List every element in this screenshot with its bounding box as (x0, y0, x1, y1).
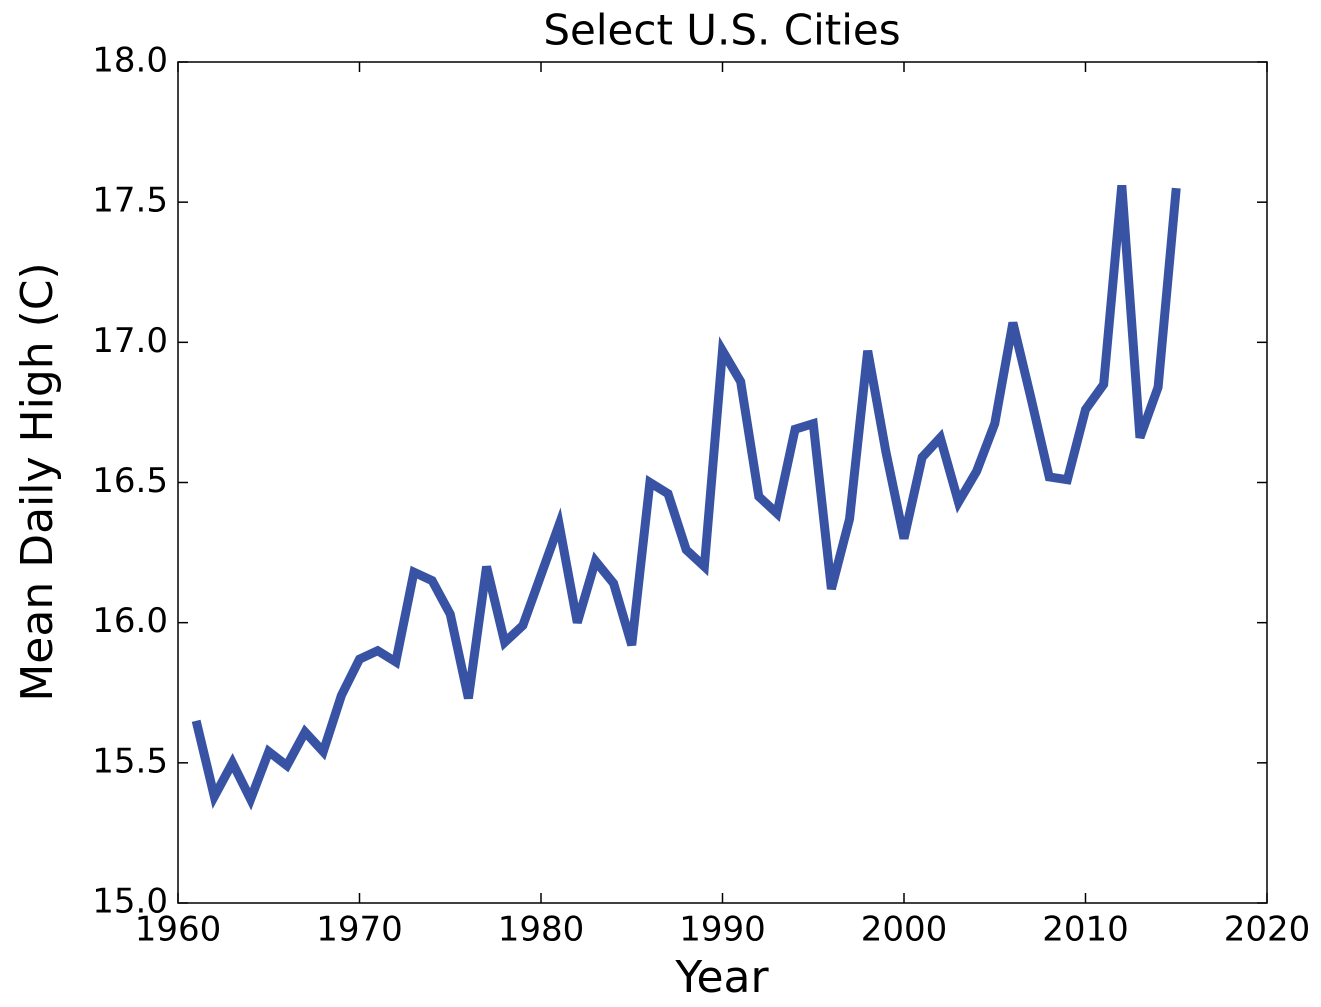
x-tick-label: 1970 (316, 910, 403, 950)
y-tick-label: 18.0 (92, 41, 168, 81)
x-tick-label: 1960 (135, 910, 222, 950)
y-axis-label: Mean Daily High (C) (12, 262, 63, 701)
chart-title: Select U.S. Cities (543, 6, 900, 55)
y-tick-label: 15.0 (92, 882, 168, 922)
y-tick-label: 16.5 (92, 461, 168, 501)
y-tick-label: 17.5 (92, 181, 168, 221)
y-tick-label: 16.0 (92, 601, 168, 641)
x-tick-label: 1990 (679, 910, 766, 950)
y-tick-label: 15.5 (92, 741, 168, 781)
data-line (191, 184, 1181, 811)
x-tick-label: 1980 (498, 910, 585, 950)
x-axis-label: Year (674, 952, 769, 1003)
y-tick-label: 17.0 (92, 321, 168, 361)
x-tick-label: 2020 (1224, 910, 1311, 950)
x-tick-label: 2010 (1042, 910, 1129, 950)
plot-frame (177, 61, 1268, 904)
x-tick-label: 2000 (861, 910, 948, 950)
